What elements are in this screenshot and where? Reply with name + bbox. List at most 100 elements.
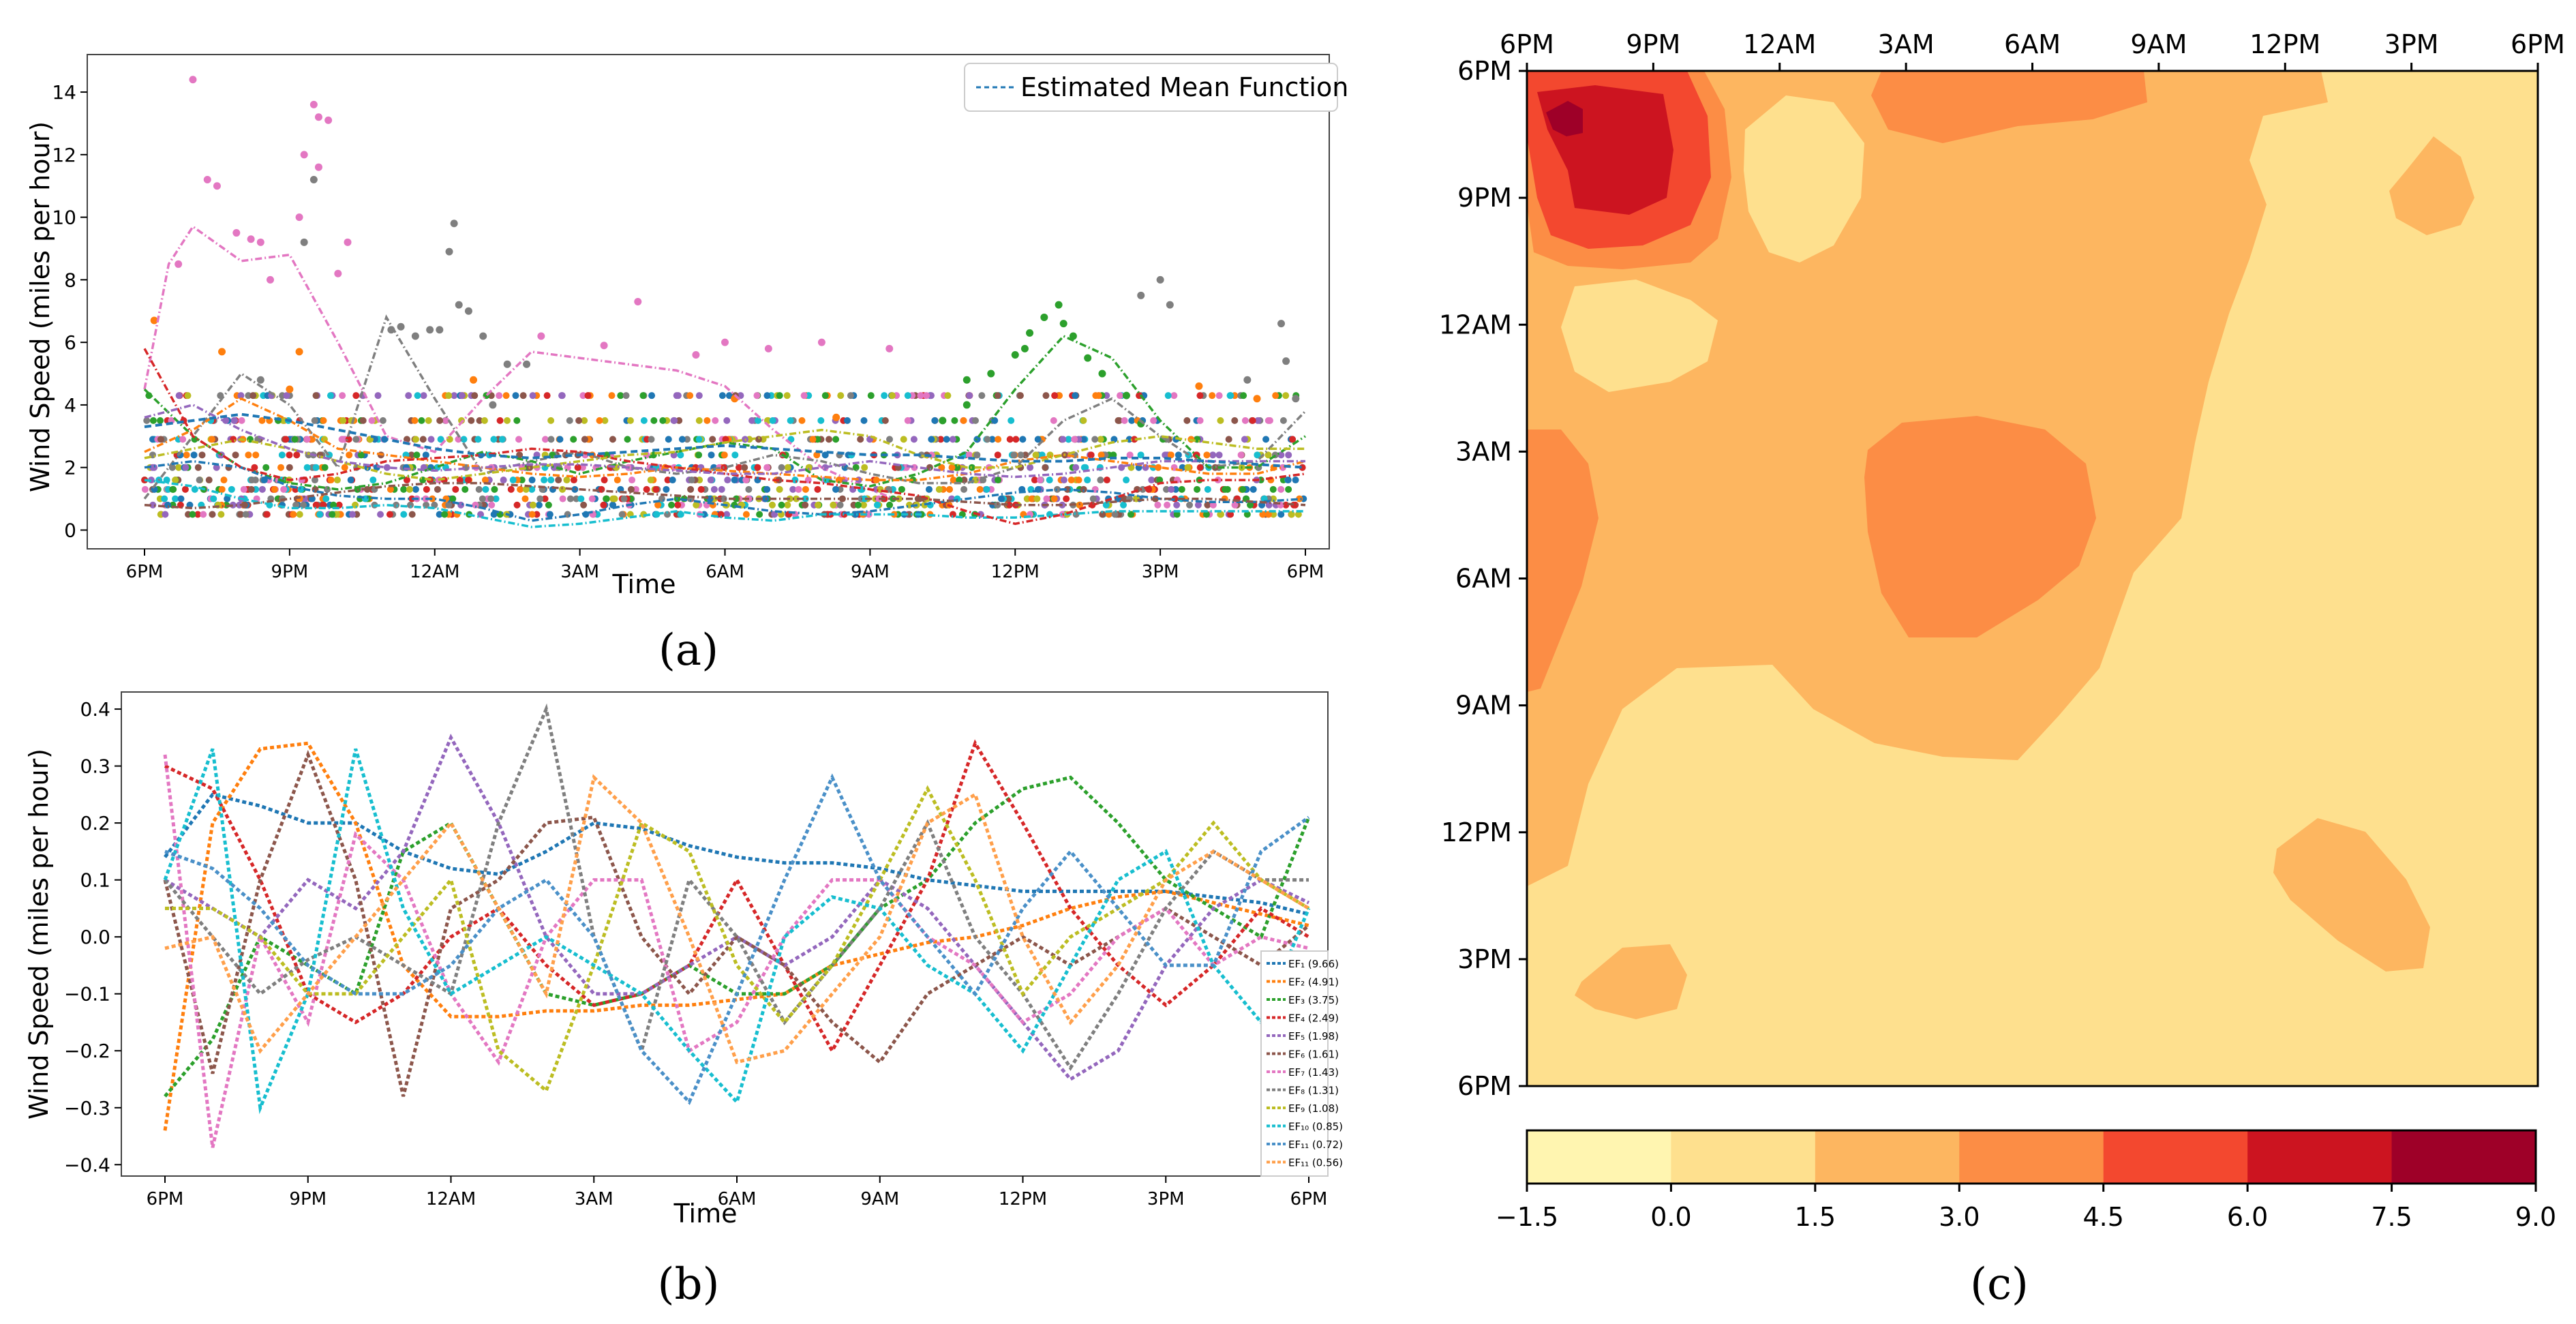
panel-a-sample-point — [240, 485, 247, 493]
colorbar-tick-label: 9.0 — [2515, 1202, 2556, 1232]
panel-a-y-tick-label: 12 — [52, 144, 76, 166]
panel-a-sample-point — [1123, 477, 1130, 484]
panel-b-y-tick-label: 0.0 — [80, 926, 110, 948]
panel-a-sample-point — [1162, 451, 1169, 459]
panel-a-point-gray — [436, 326, 444, 334]
panel-a-sample-point — [1005, 495, 1012, 502]
panel-a-point-pink — [764, 344, 772, 352]
panel-a-sample-point — [977, 511, 984, 518]
panel-a-sample-point — [950, 477, 957, 484]
panel-a-y-tick-label: 10 — [52, 207, 76, 229]
panel-a-sample-point — [322, 495, 330, 502]
panel-a-sample-point — [1097, 477, 1104, 484]
panel-b-series-line — [164, 739, 1310, 1055]
panel-a-sample-point — [1050, 495, 1058, 502]
panel-a-sample-point — [620, 495, 628, 502]
panel-a-sample-point — [488, 501, 496, 509]
panel-a-x-tick-label: 6PM — [1287, 562, 1324, 582]
panel-a-sample-point — [1110, 451, 1117, 459]
panel-a-point-orange — [1195, 382, 1203, 390]
panel-a-y-tick-label: 14 — [52, 81, 76, 104]
panel-a-point-gray — [1282, 357, 1290, 365]
panel-a-sample-point — [674, 501, 682, 509]
panel-a-sample-point — [707, 477, 714, 484]
panel-a-sample-point — [1262, 436, 1270, 443]
panel-a-point-orange — [832, 413, 840, 421]
panel-a-sample-point — [151, 464, 158, 471]
panel-a-sample-point — [860, 501, 868, 509]
panel-a-sample-point — [434, 485, 441, 493]
panel-b: 6PM 9PM 12AM 3AM 6AM 9AM 12PM 3PM 6PM −0.4 −0.3 −0.… — [24, 691, 1343, 1310]
panel-a-sample-point — [346, 451, 353, 459]
panel-a-x-tick-label: 9AM — [851, 562, 890, 582]
panel-a-sample-point — [282, 436, 290, 443]
panel-a-sample-point — [725, 392, 733, 400]
panel-a-sample-point — [1270, 511, 1277, 518]
panel-a-sample-point — [954, 464, 961, 471]
panel-a-sample-point — [1084, 477, 1091, 484]
panel-a-point-gray — [523, 360, 531, 368]
panel-a-sample-point — [1264, 511, 1272, 518]
panel-a-sample-point — [512, 392, 519, 400]
panel-a-sample-point — [528, 511, 536, 518]
panel-a-sample-point — [898, 485, 905, 493]
panel-a-sample-point — [1282, 392, 1290, 400]
panel-a-sample-point — [648, 436, 655, 443]
panel-a-sample-point — [960, 417, 967, 424]
colorbar-bin — [1671, 1130, 1816, 1184]
panel-a-point-pink — [213, 182, 221, 190]
panel-a-sample-point — [755, 436, 762, 443]
panel-a-sample-point — [802, 485, 809, 493]
panel-a-sample-point — [205, 477, 213, 484]
panel-a-sample-point — [723, 417, 731, 424]
panel-a-sample-point — [312, 392, 320, 400]
panel-b-legend-label: EF₅ (1.98) — [1288, 1030, 1339, 1042]
panel-a-sample-point — [528, 477, 536, 484]
panel-a-sample-point — [756, 511, 763, 518]
panel-a-sample-point — [693, 501, 700, 509]
panel-a-sample-point — [280, 485, 288, 493]
panel-a-sample-point — [875, 495, 882, 502]
panel-a-sample-point — [577, 495, 585, 502]
panel-a-sample-point — [1075, 477, 1082, 484]
panel-a-sample-point — [1194, 485, 1201, 493]
panel-a-plot-area — [136, 76, 1309, 528]
panel-b-x-tick-label: 12PM — [999, 1189, 1047, 1209]
panel-a-sample-point — [181, 485, 189, 493]
panel-a-sample-point — [1249, 485, 1257, 493]
panel-a-sample-point — [437, 436, 444, 443]
panel-a-sample-point — [1060, 477, 1067, 484]
panel-a-sample-point — [802, 501, 809, 509]
panel-a-sample-point — [481, 477, 489, 484]
panel-a-sample-point — [664, 477, 671, 484]
panel-a-point-green — [1122, 391, 1130, 400]
panel-a-sample-point — [721, 451, 728, 459]
heatmap-blob-lower-left — [1575, 944, 1687, 1019]
panel-a-sample-point — [461, 485, 469, 493]
panel-a-legend-box — [964, 63, 1338, 112]
panel-a-sample-point — [800, 392, 808, 400]
panel-a-sample-point — [339, 417, 347, 424]
panel-a-sample-point — [580, 501, 588, 509]
panel-a-sample-point — [1080, 436, 1087, 443]
panel-a-sample-point — [741, 464, 748, 471]
panel-a-x-tick-label: 12PM — [991, 562, 1040, 582]
panel-a-sample-point — [793, 495, 800, 502]
panel-a-curve — [143, 224, 895, 500]
panel-a-sample-point — [677, 451, 684, 459]
panel-a-sample-point — [1043, 495, 1050, 502]
panel-a-sample-point — [1284, 477, 1292, 484]
panel-c-x-tick-label: 6AM — [2004, 29, 2061, 59]
panel-a-sample-point — [458, 392, 466, 400]
panel-a-x-tick-label: 6AM — [706, 562, 744, 582]
panel-a-sample-point — [584, 392, 592, 400]
panel-a-sample-point — [157, 417, 164, 424]
panel-a-sample-point — [1225, 436, 1232, 443]
panel-a-sample-point — [545, 501, 552, 509]
panel-a-sample-point — [1259, 511, 1267, 518]
panel-a-sample-point — [271, 485, 278, 493]
panel-a-sample-point — [1033, 495, 1041, 502]
panel-a-sample-point — [1150, 417, 1157, 424]
heatmap-region-3-center — [1864, 416, 2096, 637]
panel-a-sample-point — [949, 436, 956, 443]
